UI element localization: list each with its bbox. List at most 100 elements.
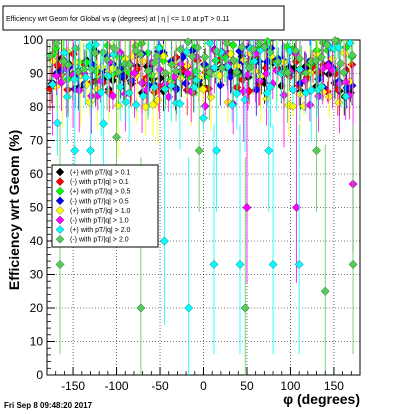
legend-entry: (-) with pT/|q| > 2.0	[70, 237, 129, 244]
x-tick-label: -50	[151, 379, 169, 393]
data-point	[55, 260, 65, 269]
data-point	[250, 66, 260, 76]
data-point	[63, 60, 73, 70]
data-point	[159, 236, 169, 246]
data-point	[184, 303, 194, 313]
y-tick-label: 50	[30, 201, 44, 215]
x-tick-label: -150	[61, 379, 85, 393]
data-point	[262, 88, 272, 98]
data-point	[237, 42, 247, 52]
data-point	[228, 55, 238, 65]
data-point	[52, 118, 62, 128]
legend-marker	[55, 234, 65, 244]
legend-entry: (-) with pT/|q| > 0.5	[70, 198, 129, 205]
data-point	[99, 119, 108, 129]
data-point	[334, 43, 344, 52]
data-point	[205, 67, 214, 77]
data-point	[242, 203, 252, 212]
data-point	[143, 66, 153, 76]
data-point	[79, 65, 89, 74]
legend-box	[51, 164, 159, 248]
legend: (+) with pT/|q| > 0.1 (-) with pT/|q| > 0…	[51, 164, 159, 248]
data-point	[53, 60, 63, 70]
y-tick-label: 20	[30, 301, 44, 315]
data-point	[71, 44, 80, 53]
data-point	[248, 44, 258, 54]
legend-entry: (+) with pT/|q| > 0.5	[70, 189, 131, 196]
data-point	[336, 59, 346, 68]
legend-marker	[55, 196, 65, 206]
data-point	[136, 50, 145, 59]
y-tick-label: 30	[30, 268, 44, 282]
data-point	[200, 52, 210, 62]
data-point	[345, 38, 355, 48]
data-point	[59, 57, 69, 67]
data-point	[176, 44, 185, 54]
data-point	[198, 84, 208, 94]
y-tick-label: 80	[30, 100, 44, 114]
data-point	[112, 132, 121, 142]
data-point	[175, 99, 185, 109]
data-point	[86, 146, 95, 155]
data-point	[273, 57, 283, 67]
data-point	[212, 146, 221, 155]
data-point	[305, 100, 315, 110]
data-point	[322, 40, 332, 50]
data-point	[199, 113, 208, 123]
legend-marker	[55, 225, 65, 234]
y-axis-label: Efficiency wrt Geom (%)	[6, 130, 22, 290]
data-point	[283, 68, 293, 77]
data-point	[288, 85, 298, 95]
data-points	[45, 36, 358, 375]
data-point	[244, 63, 254, 73]
data-point	[90, 48, 100, 58]
x-tick-label: 0	[200, 379, 207, 393]
legend-entry: (-) with pT/|q| > 0.1	[70, 179, 129, 186]
data-point	[255, 39, 264, 48]
data-point	[131, 100, 141, 110]
data-point	[91, 40, 100, 49]
legend-marker	[55, 215, 65, 225]
legend-marker	[55, 206, 65, 215]
data-point	[294, 260, 304, 269]
data-point	[268, 260, 278, 269]
y-tick-label: 10	[30, 335, 44, 349]
data-point	[311, 56, 321, 65]
data-point	[137, 78, 147, 88]
data-point	[148, 100, 158, 110]
data-point	[240, 95, 250, 105]
legend-marker	[55, 177, 65, 186]
data-point	[317, 52, 326, 62]
data-point	[103, 71, 113, 81]
data-point	[209, 260, 219, 269]
x-tick-label: 50	[240, 379, 254, 393]
data-point	[347, 50, 357, 60]
data-point	[339, 68, 349, 77]
data-point	[167, 60, 177, 70]
data-point	[301, 68, 311, 78]
y-tick-label: 90	[30, 67, 44, 81]
data-point	[183, 68, 192, 78]
title-box	[2, 5, 285, 31]
data-point	[232, 67, 242, 77]
legend-entry: (-) with pT/|q| > 1.0	[70, 218, 129, 225]
x-tick-label: 150	[324, 379, 344, 393]
data-point	[340, 48, 349, 58]
data-point	[108, 91, 118, 101]
data-point	[306, 85, 316, 95]
data-point	[193, 43, 203, 53]
data-point	[138, 91, 148, 101]
data-point	[227, 100, 237, 110]
data-point	[171, 66, 181, 76]
x-tick-label: 100	[280, 379, 300, 393]
data-point	[217, 63, 227, 73]
data-point	[152, 51, 162, 61]
data-point	[200, 101, 210, 111]
y-tick-label: 70	[30, 134, 44, 148]
legend-marker	[55, 186, 65, 196]
y-tick-label: 100	[23, 33, 43, 47]
data-point	[320, 286, 330, 296]
data-point	[260, 42, 269, 52]
legend-entry: (+) with pT/|q| > 2.0	[70, 227, 131, 234]
data-point	[300, 76, 310, 86]
